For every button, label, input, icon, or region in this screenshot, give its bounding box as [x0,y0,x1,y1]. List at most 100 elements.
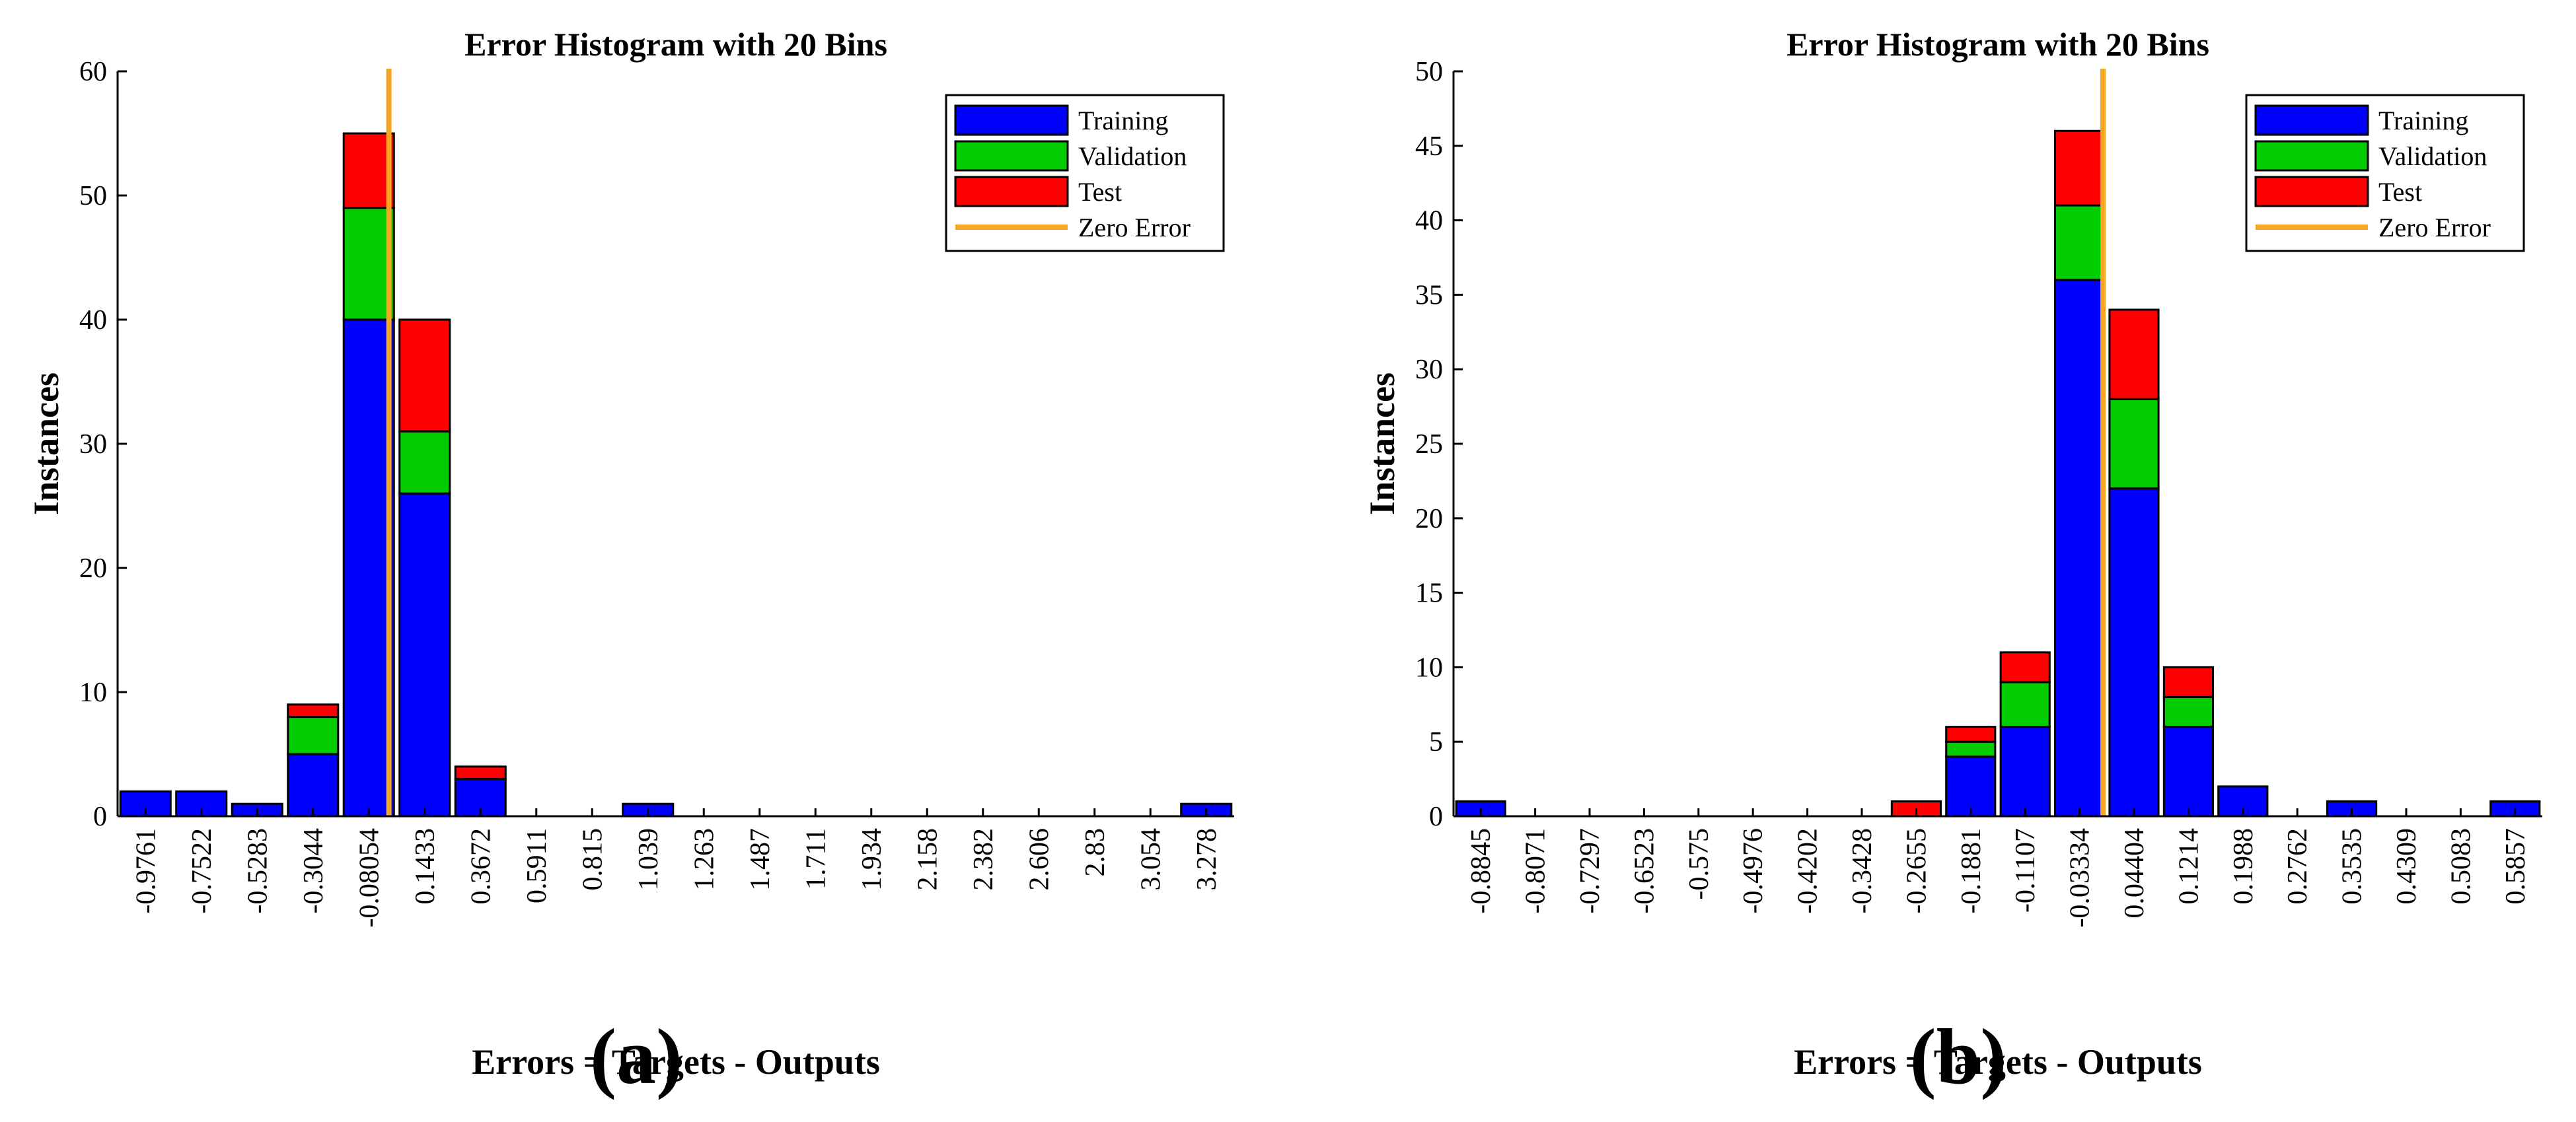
legend-label-training: Training [1078,106,1168,135]
panel-label-a: (a) [590,1012,682,1100]
y-tick-label: 30 [79,429,107,460]
y-tick-label: 40 [79,305,107,335]
legend-swatch-test [954,176,1069,207]
bar-validation-0.1433 [398,430,451,495]
x-tick-label: -0.3428 [1847,828,1878,914]
x-tick-label: -0.1881 [1956,828,1987,914]
legend-label-zero-error: Zero Error [2378,213,2491,242]
legend: Training Validation Test Zero Error [2245,94,2525,252]
x-tick-label: -0.8071 [1521,828,1551,914]
x-tick-label: -0.5283 [242,828,273,914]
bar-training--0.1107 [1999,726,2051,818]
bar-validation--0.03334 [2054,204,2106,281]
x-tick-label: -0.2655 [1901,828,1932,914]
x-tick-label: 0.3535 [2337,828,2368,905]
legend-swatch-training [954,104,1069,136]
x-tick-label: 1.039 [634,828,664,891]
legend-label-validation: Validation [1078,141,1187,171]
legend-label-training: Training [2378,106,2468,135]
legend-swatch-training [2254,104,2369,136]
bar-validation-0.04404 [2108,398,2160,490]
histogram-chart-a: Error Histogram with 20 Bins 0 10 20 30 40 50 6… [26,26,1234,1100]
y-tick-label: 10 [79,678,107,708]
y-tick-label: 0 [93,802,107,832]
legend-label-zero-error: Zero Error [1078,213,1191,242]
x-tick-label: -0.575 [1684,828,1714,900]
x-tick-label: 2.606 [1024,828,1054,891]
chart-title: Error Histogram with 20 Bins [1786,26,2209,63]
x-tick-label: 3.278 [1192,828,1222,891]
x-tick-label: 2.83 [1080,828,1111,877]
bar-test--0.03334 [2054,129,2106,207]
x-tick-label: 1.487 [745,828,776,891]
x-tick-label: 0.3672 [466,828,496,905]
x-tick-label: -0.9761 [131,828,161,914]
y-tick-label: 20 [79,553,107,584]
x-axis-title: Errors = Targets - Outputs [1794,1042,2202,1082]
bar-test-0.1433 [398,318,451,433]
legend-swatch-test [2254,176,2369,207]
legend: Training Validation Test Zero Error [945,94,1225,252]
histogram-chart-b: Error Histogram with 20 Bins 0 5 10 15 20 25 30… [1362,26,2542,1100]
x-tick-label: -0.03334 [2065,828,2096,928]
y-tick-label: 40 [1415,206,1443,236]
x-tick-label: 1.711 [801,828,831,890]
y-tick-label: 15 [1415,579,1443,609]
bar-validation-0.1214 [2162,696,2214,728]
y-tick-label: 5 [1429,727,1443,757]
x-tick-label: 2.158 [912,828,943,891]
legend-swatch-validation [954,140,1069,172]
x-tick-label: 2.382 [969,828,999,891]
y-tick-label: 20 [1415,504,1443,534]
x-tick-label: 0.2762 [2283,828,2313,905]
y-tick-label: 50 [79,181,107,211]
x-tick-label: 0.04404 [2119,828,2150,919]
x-tick-label: -0.4976 [1738,828,1769,914]
y-tick-label: 60 [79,57,107,87]
x-tick-label: 1.263 [689,828,719,891]
y-tick-label: 10 [1415,652,1443,683]
bar-training--0.08054 [342,318,395,818]
y-tick-label: 25 [1415,429,1443,460]
y-tick-label: 35 [1415,280,1443,310]
legend-swatch-validation [2254,140,2369,172]
x-tick-label: 0.5857 [2501,828,2531,905]
bar-training-0.1214 [2162,726,2214,818]
x-tick-label: -0.08054 [354,828,385,928]
x-tick-label: -0.6523 [1629,828,1660,914]
legend-label-test: Test [2378,177,2422,207]
x-tick-label: 0.1214 [2174,828,2204,905]
x-tick-label: 0.1988 [2228,828,2259,905]
x-tick-label: -0.4202 [1793,828,1823,914]
bar-training-0.04404 [2108,487,2160,818]
bar-test--0.08054 [342,132,395,209]
bar-validation--0.1107 [1999,681,2051,728]
x-tick-label: 0.815 [577,828,608,891]
x-tick-label: -0.3044 [299,828,329,914]
x-tick-label: 1.934 [857,828,887,891]
bar-test-0.3672 [454,765,507,781]
bar-training--0.3044 [287,753,340,818]
x-tick-label: -0.7297 [1575,828,1605,914]
x-tick-label: 3.054 [1136,828,1166,891]
x-tick-label: 0.5083 [2446,828,2476,905]
x-tick-label: -0.7522 [187,828,217,914]
x-axis-title: Errors = Targets - Outputs [472,1042,880,1082]
y-tick-label: 50 [1415,57,1443,87]
x-tick-label: -0.8845 [1466,828,1496,914]
chart-title: Error Histogram with 20 Bins [464,26,887,63]
panel-label-b: (b) [1910,1012,2007,1100]
y-tick-label: 45 [1415,131,1443,162]
y-axis-title: Instances [1362,372,1402,515]
bar-test-0.04404 [2108,308,2160,400]
y-tick-label: 0 [1429,802,1443,832]
bar-validation--0.08054 [342,207,395,321]
bar-test--0.3044 [287,703,340,719]
x-tick-label: 0.4309 [2392,828,2422,905]
bar-validation--0.3044 [287,716,340,755]
x-tick-label: 0.1433 [410,828,441,905]
y-tick-label: 30 [1415,355,1443,385]
histogram-panel-b: Error Histogram with 20 Bins 0 5 10 15 20 25 30… [1288,0,2576,1122]
bar-training-0.1433 [398,492,451,818]
bar-test--0.1107 [1999,651,2051,684]
